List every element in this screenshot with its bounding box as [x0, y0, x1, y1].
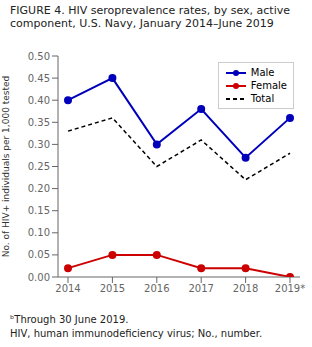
- svg-text:0.30: 0.30: [28, 139, 50, 150]
- svg-text:2016: 2016: [144, 283, 169, 294]
- svg-text:2015: 2015: [100, 283, 125, 294]
- html-text:HIV, human immunodeficiency vi: HIV, human immunodeficiency virus; No., …: [10, 328, 263, 339]
- svg-text:0.20: 0.20: [28, 183, 50, 194]
- svg-text:0.50: 0.50: [28, 51, 50, 62]
- svg-text:0.00: 0.00: [28, 272, 50, 283]
- svg-text:0.05: 0.05: [28, 249, 50, 260]
- svg-text:0.40: 0.40: [28, 95, 50, 106]
- svg-text:No. of HIV+ individuals per 1,: No. of HIV+ individuals per 1,000 tested: [8, 76, 11, 258]
- svg-text:0.10: 0.10: [28, 227, 50, 238]
- svg-text:0.35: 0.35: [28, 117, 50, 128]
- html-text:ᵇThrough 30 June 2019.: ᵇThrough 30 June 2019.: [10, 314, 129, 325]
- svg-text:2017: 2017: [188, 283, 213, 294]
- svg-text:0.15: 0.15: [28, 205, 50, 216]
- html-text:Male: Male: [250, 67, 275, 78]
- svg-text:0.25: 0.25: [28, 161, 50, 172]
- svg-text:2018: 2018: [233, 283, 258, 294]
- html-text:Female: Female: [250, 80, 287, 91]
- svg-text:2014: 2014: [55, 283, 80, 294]
- html-text:Total: Total: [250, 93, 275, 104]
- svg-text:2019*: 2019*: [275, 283, 304, 294]
- svg-text:0.45: 0.45: [28, 73, 50, 84]
- html-text:FIGURE 4. HIV seroprevalence r: FIGURE 4. HIV seroprevalence rates, by s…: [10, 4, 290, 30]
